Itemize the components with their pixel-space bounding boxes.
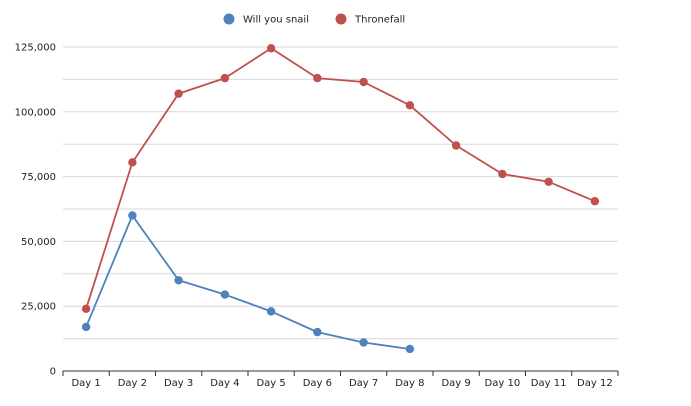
data-point — [174, 89, 183, 98]
y-tick-label: 125,000 — [15, 43, 56, 54]
x-tick-label: Day 6 — [303, 378, 332, 389]
data-point — [220, 73, 230, 83]
gridlines — [63, 46, 618, 340]
series-1 — [81, 44, 600, 313]
x-tick-label: Day 9 — [441, 378, 470, 389]
data-point — [313, 73, 322, 83]
x-tick-label: Day 12 — [577, 378, 613, 389]
data-point — [359, 77, 368, 87]
series-0 — [81, 211, 415, 354]
x-tick-label: Day 3 — [164, 378, 193, 389]
legend-label: Will you snail — [243, 15, 309, 26]
x-tick-label: Day 4 — [210, 378, 239, 389]
data-point — [220, 290, 230, 299]
y-tick-label: 50,000 — [21, 237, 56, 248]
x-tick-label: Day 11 — [531, 378, 567, 389]
data-point — [590, 197, 600, 206]
data-point — [174, 276, 183, 285]
y-tick-label: 25,000 — [21, 302, 56, 313]
legend-label: Thronefall — [354, 15, 405, 26]
y-tick-label: 100,000 — [15, 107, 56, 118]
data-point — [359, 338, 368, 347]
x-tick-label: Day 10 — [485, 378, 521, 389]
legend-item: Thronefall — [335, 13, 405, 26]
data-point — [128, 211, 137, 220]
x-tick-label: Day 7 — [349, 378, 378, 389]
y-tick-label: 75,000 — [21, 172, 56, 183]
series-line — [85, 47, 596, 310]
series-line — [85, 214, 410, 350]
data-point — [266, 307, 276, 316]
x-tick-label: Day 5 — [256, 378, 285, 389]
data-point — [451, 141, 461, 150]
series-layer — [81, 44, 600, 354]
legend-swatch — [223, 13, 235, 25]
x-axis: Day 1 Day 2 Day 3 Day 4 Day 5 Day 6 Day 7 Day 8… — [62, 370, 619, 389]
data-point — [81, 304, 91, 313]
data-point — [498, 169, 507, 179]
y-axis: 0 25,000 50,000 75,000 100,000 125,000 — [15, 43, 56, 378]
x-tick-label: Day 8 — [395, 378, 424, 389]
data-point — [544, 177, 553, 186]
data-point — [266, 44, 276, 53]
data-point — [313, 327, 322, 337]
data-point — [128, 158, 137, 167]
legend: Will you snail Thronefall — [223, 13, 405, 26]
data-point — [81, 322, 91, 332]
y-tick-label: 0 — [50, 367, 56, 378]
data-point — [405, 344, 415, 354]
legend-item: Will you snail — [223, 13, 309, 26]
x-tick-label: Day 2 — [118, 378, 147, 389]
data-point — [405, 101, 415, 110]
legend-swatch — [335, 13, 347, 25]
x-tick-label: Day 1 — [71, 378, 100, 389]
